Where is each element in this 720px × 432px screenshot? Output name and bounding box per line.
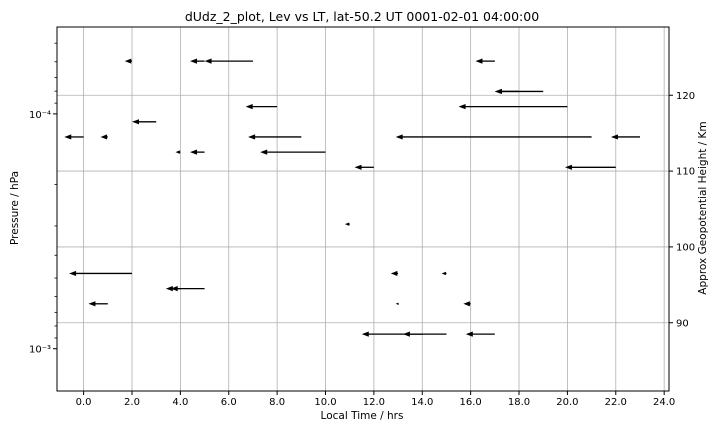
arrow-head bbox=[64, 134, 72, 140]
arrow-head bbox=[190, 58, 198, 64]
wind-arrow bbox=[100, 134, 108, 140]
y-axis-label: Pressure / hPa bbox=[9, 171, 21, 245]
arrow-head bbox=[170, 286, 178, 292]
wind-arrow bbox=[88, 301, 108, 307]
wind-arrow bbox=[260, 149, 326, 155]
wind-arrow bbox=[64, 134, 84, 140]
x-tick-label: 16.0 bbox=[460, 397, 482, 408]
wind-arrow bbox=[494, 88, 544, 95]
arrow-head bbox=[564, 164, 572, 170]
arrow-head bbox=[441, 271, 446, 276]
grid bbox=[57, 27, 669, 391]
x-tick-label: 18.0 bbox=[508, 397, 530, 408]
wind-arrow bbox=[395, 134, 592, 140]
plot-frame bbox=[56, 26, 670, 392]
arrow-head bbox=[165, 286, 173, 292]
y2-axis-label: Approx Geopotential Height / Km bbox=[697, 121, 709, 294]
wind-arrow bbox=[354, 164, 374, 170]
ticks: 0.0 2.0 4.0 6.0 8.0 10.0 12.0 14.0 16.0 18.0 20.0 2… bbox=[29, 42, 695, 408]
x-tick-label: 8.0 bbox=[269, 397, 285, 408]
wind-arrow bbox=[190, 149, 205, 155]
arrow-head bbox=[395, 134, 403, 140]
wind-arrow bbox=[465, 331, 495, 337]
arrow-head bbox=[402, 331, 410, 337]
wind-arrow bbox=[390, 270, 399, 276]
wind-arrow bbox=[204, 58, 253, 64]
arrow-head bbox=[260, 149, 268, 155]
arrow-head bbox=[131, 119, 139, 125]
wind-arrow bbox=[245, 104, 278, 110]
arrow-head bbox=[354, 164, 362, 170]
x-tick-label: 10.0 bbox=[314, 397, 336, 408]
wind-arrow bbox=[610, 134, 640, 140]
wind-arrow bbox=[124, 58, 132, 64]
x-tick-label: 20.0 bbox=[556, 397, 578, 408]
y2-tick-label: 110 bbox=[676, 167, 695, 178]
arrow-layer bbox=[64, 58, 640, 337]
arrow-head bbox=[390, 270, 398, 276]
wind-arrow bbox=[131, 119, 157, 125]
arrow-head bbox=[361, 331, 369, 337]
arrow-head bbox=[465, 331, 473, 337]
x-axis-label: Local Time / hrs bbox=[321, 410, 404, 422]
arrow-head bbox=[175, 150, 180, 154]
x-tick-label: 14.0 bbox=[411, 397, 433, 408]
arrow-head bbox=[610, 134, 618, 140]
arrow-head bbox=[204, 58, 212, 64]
wind-arrow bbox=[344, 222, 350, 226]
wind-arrow bbox=[248, 134, 302, 140]
y-tick-label: 10⁻³ bbox=[29, 345, 51, 356]
chart-title: dUdz_2_plot, Lev vs LT, lat-50.2 UT 0001… bbox=[185, 9, 539, 24]
arrow-head bbox=[248, 134, 256, 140]
arrow-head bbox=[190, 149, 198, 155]
arrow-head bbox=[69, 270, 77, 277]
wind-arrow bbox=[395, 302, 399, 305]
arrow-head bbox=[475, 58, 483, 64]
wind-arrow bbox=[170, 286, 205, 292]
y2-tick-label: 120 bbox=[676, 91, 695, 102]
wind-arrow bbox=[475, 58, 495, 64]
x-tick-label: 2.0 bbox=[124, 397, 140, 408]
arrow-head bbox=[463, 301, 470, 307]
arrow-head bbox=[344, 222, 350, 226]
wind-arrow bbox=[402, 331, 447, 337]
y-tick-label: 10⁻⁴ bbox=[29, 110, 51, 121]
arrow-head bbox=[245, 104, 253, 110]
wind-arrow bbox=[463, 301, 471, 307]
wind-arrow bbox=[564, 164, 616, 170]
x-tick-label: 6.0 bbox=[221, 397, 237, 408]
x-tick-label: 22.0 bbox=[605, 397, 627, 408]
wind-arrow bbox=[175, 150, 181, 154]
y2-tick-label: 100 bbox=[676, 242, 695, 253]
arrow-head bbox=[458, 104, 466, 110]
arrow-head bbox=[395, 302, 399, 305]
wind-arrow bbox=[190, 58, 205, 64]
x-tick-label: 12.0 bbox=[363, 397, 385, 408]
wind-arrow bbox=[441, 271, 447, 276]
arrow-head bbox=[100, 134, 108, 140]
x-tick-label: 4.0 bbox=[172, 397, 188, 408]
arrow-head bbox=[494, 88, 502, 95]
x-tick-label: 0.0 bbox=[76, 397, 92, 408]
arrow-head bbox=[88, 301, 96, 307]
arrow-head bbox=[124, 58, 132, 64]
wind-arrow bbox=[458, 104, 568, 110]
y2-tick-label: 90 bbox=[676, 318, 689, 329]
x-tick-label: 24.0 bbox=[653, 397, 675, 408]
wind-arrow bbox=[69, 270, 132, 277]
